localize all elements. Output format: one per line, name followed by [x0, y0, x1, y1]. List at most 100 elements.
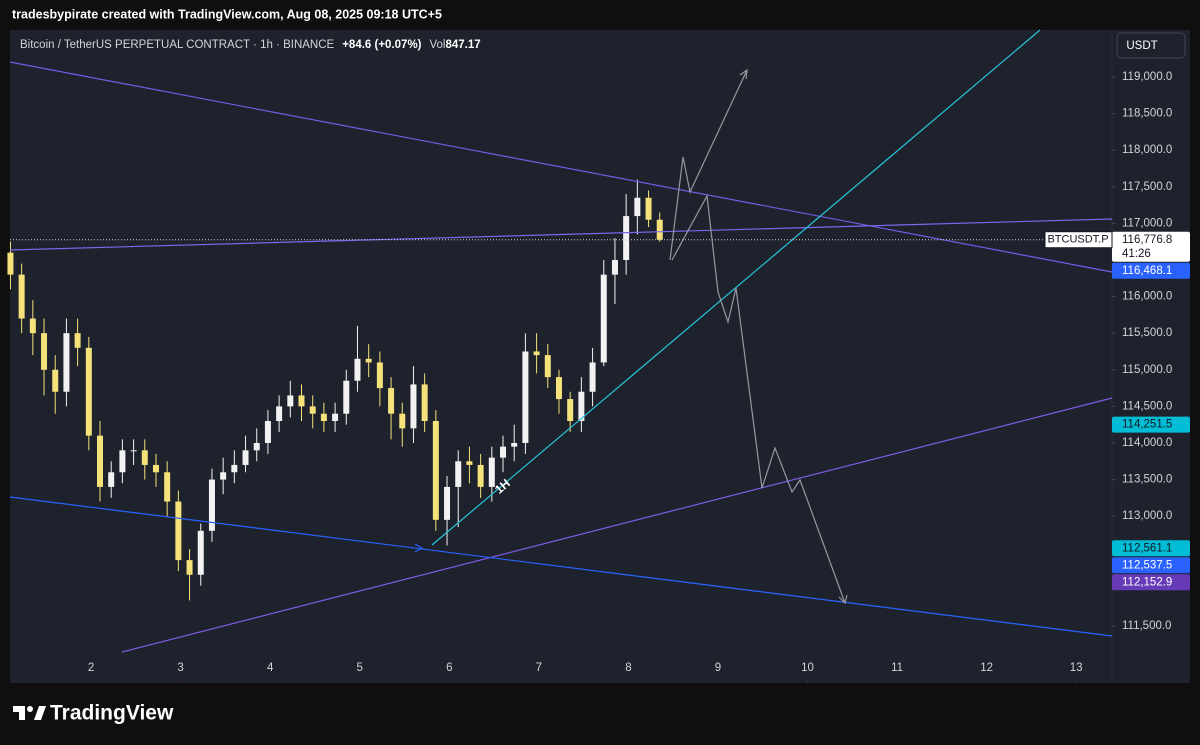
y-tick-label: 117,500.0	[1122, 181, 1172, 193]
y-tick-label: 119,000.0	[1122, 71, 1172, 83]
candle-body	[500, 446, 507, 458]
candle-body	[7, 252, 14, 275]
candle-body	[388, 388, 395, 414]
x-tick-label: 8	[625, 662, 631, 674]
y-tick-label: 116,000.0	[1122, 291, 1172, 303]
candle-body	[287, 395, 294, 407]
price-label-box	[1112, 574, 1190, 591]
candle-body	[332, 413, 339, 422]
trend-line	[431, 29, 1041, 546]
y-tick-label: 117,000.0	[1122, 217, 1172, 229]
candle-body	[52, 369, 59, 392]
candle-body	[108, 472, 115, 487]
candle-body	[197, 530, 204, 575]
x-tick-label: 7	[536, 662, 542, 674]
price-label-box	[1112, 540, 1190, 557]
candle-body	[488, 457, 495, 487]
logo-mark	[27, 706, 33, 712]
candle-body	[119, 450, 126, 473]
candle-body	[645, 197, 652, 220]
candle-body	[432, 421, 439, 520]
candle-body	[164, 472, 171, 502]
trend-line	[9, 218, 1113, 251]
y-tick-label: 111,500.0	[1122, 620, 1171, 632]
price-label: 112,537.5	[1122, 559, 1172, 571]
volume-label: Vol	[430, 39, 446, 51]
candle-body	[264, 421, 271, 443]
arrow-head	[739, 68, 748, 80]
candle-body	[410, 384, 417, 429]
arrow-head	[838, 594, 848, 605]
price-label-box	[1112, 231, 1190, 262]
logo: TradingView	[13, 702, 174, 725]
candle-body	[208, 479, 215, 531]
symbol-label-box	[1044, 231, 1113, 249]
currency-button[interactable]	[1116, 32, 1186, 59]
candle-body	[555, 377, 562, 400]
candle-body	[522, 351, 529, 443]
candle-body	[589, 362, 596, 392]
candle-body	[343, 380, 350, 414]
y-tick-label: 118,500.0	[1122, 108, 1172, 120]
trend-line	[9, 61, 1113, 273]
price-label: 112,152.9	[1122, 576, 1172, 588]
candle-body	[611, 259, 618, 275]
countdown: 41:26	[1122, 248, 1151, 260]
brand: TradingView	[50, 702, 174, 725]
price-label-box	[1112, 416, 1190, 433]
symbol-label: BTCUSDT.P	[1047, 234, 1108, 246]
candle-body	[18, 274, 25, 319]
x-tick-label: 3	[177, 662, 183, 674]
candle-body	[175, 501, 182, 561]
y-tick-label: 118,000.0	[1122, 144, 1172, 156]
candle-body	[477, 464, 484, 487]
candle-body	[29, 318, 36, 334]
price-label: 114,251.5	[1122, 419, 1172, 431]
chart-area	[10, 30, 1190, 683]
logo-mark	[13, 706, 25, 720]
candle-body	[231, 464, 238, 473]
x-tick-label: 9	[715, 662, 721, 674]
candle-body	[600, 274, 607, 363]
candle-body	[399, 413, 406, 429]
candle-body	[533, 351, 540, 356]
candle-body	[63, 333, 70, 392]
candle-body	[220, 472, 227, 480]
candle-body	[567, 399, 574, 422]
candle-body	[253, 442, 260, 451]
candle-body	[511, 442, 518, 447]
candle-body	[74, 333, 81, 348]
trend-line	[9, 496, 1113, 637]
candle-body	[130, 450, 137, 452]
y-tick-label: 113,000.0	[1122, 510, 1172, 522]
candle-body	[320, 413, 327, 422]
change: +84.6 (+0.07%)	[342, 39, 421, 51]
volume: 847.17	[446, 39, 481, 51]
x-tick-label: 10	[801, 662, 814, 674]
y-tick-label: 114,000.0	[1122, 437, 1172, 449]
candle-body	[421, 384, 428, 422]
candle-body	[354, 358, 361, 381]
candle-body	[276, 406, 283, 422]
currency[interactable]: USDT	[1126, 40, 1157, 52]
x-tick-label: 6	[446, 662, 452, 674]
candle-body	[578, 391, 585, 422]
y-tick-label: 115,500.0	[1122, 327, 1172, 339]
candle-body	[186, 560, 193, 575]
watermark: tradesbypirate created with TradingView.…	[12, 7, 442, 21]
candle-body	[444, 486, 451, 520]
x-tick-label: 12	[980, 662, 993, 674]
candle-body	[544, 355, 551, 378]
y-tick-label: 115,000.0	[1122, 364, 1172, 376]
x-tick-label: 2	[88, 662, 94, 674]
legend: Bitcoin / TetherUS PERPETUAL CONTRACT · …	[20, 39, 481, 51]
candle-body	[152, 464, 159, 473]
candle-body	[141, 450, 148, 465]
candle-body	[634, 197, 641, 217]
candle-body	[623, 216, 630, 260]
y-tick-label: 114,500.0	[1122, 400, 1172, 412]
logo-mark	[34, 706, 46, 720]
x-tick-label: 5	[357, 662, 363, 674]
candle-body	[309, 406, 316, 414]
